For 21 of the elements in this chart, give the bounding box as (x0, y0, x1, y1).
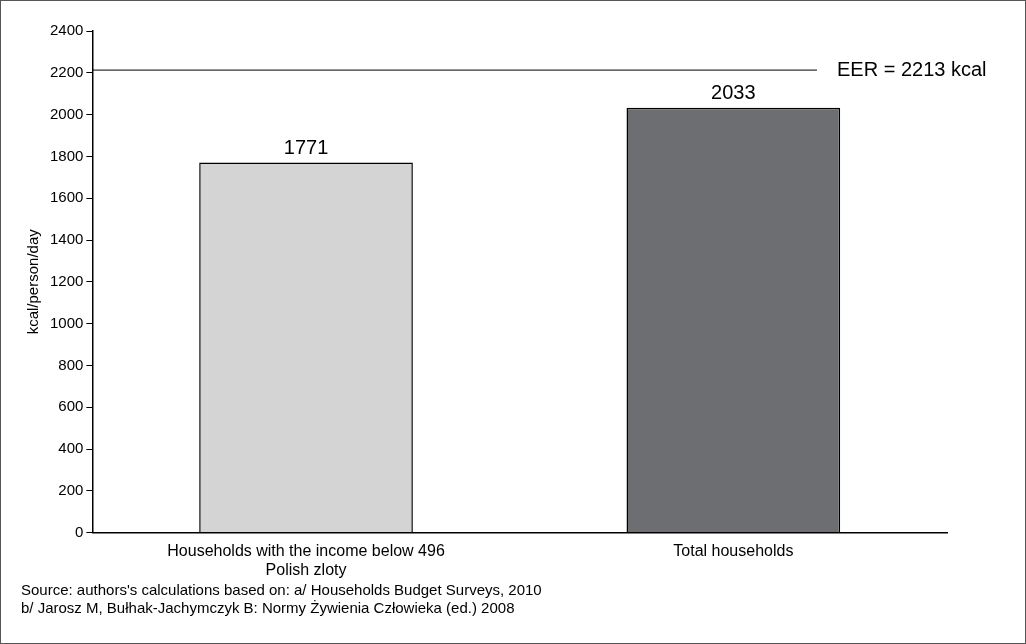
y-tick-label: 1600 (49, 188, 84, 206)
y-tick-label: 200 (58, 480, 84, 498)
ref-line-label: EER = 2213 kcal (837, 57, 987, 80)
y-tick-label: 0 (75, 522, 84, 540)
y-tick-label: 2400 (49, 21, 84, 39)
x-tick-label: Households with the income below 496 Polish zloty (167, 541, 445, 578)
text: b/ Jarosz M, Bułhak-Jachymczyk B: Normy Żywienia Człowieka (ed.) 2008 (21, 599, 515, 616)
data-label: 1771 (283, 135, 329, 158)
y-tick-label: 1000 (49, 313, 84, 331)
y-tick-label: 1800 (49, 146, 84, 164)
y-axis-title: kcal/person/day (24, 228, 42, 335)
data-label: 2033 (711, 81, 756, 104)
source-note: Source: authors's calculations based on: a/ Households Budget Surveys, 2010 (21, 581, 542, 598)
y-tick-label: 600 (58, 397, 84, 415)
y-tick-label: 1200 (49, 271, 84, 289)
y-tick-label: 400 (58, 439, 84, 457)
y-tick-label: 800 (58, 355, 84, 373)
y-tick-label: 1400 (49, 230, 84, 248)
x-tick-label: Total households (673, 541, 794, 559)
y-tick-label: 2000 (49, 104, 84, 122)
y-tick-label: 2200 (49, 62, 84, 80)
